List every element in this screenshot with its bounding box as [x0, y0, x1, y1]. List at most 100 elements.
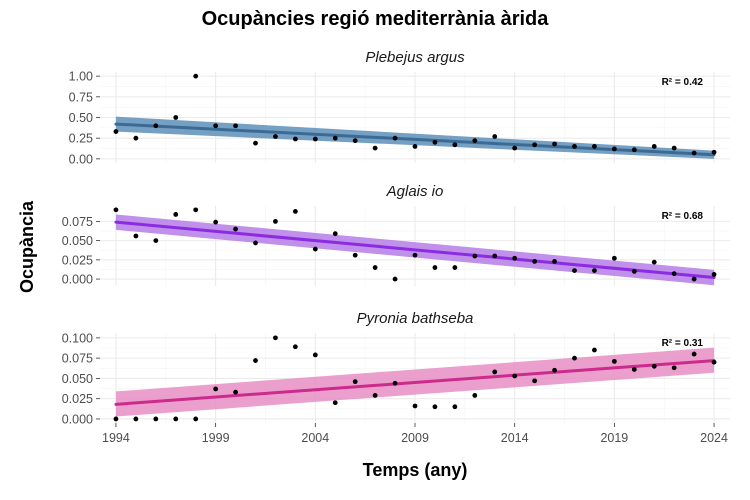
data-point [711, 149, 717, 155]
data-point [651, 363, 657, 369]
y-tick-label: 0.00 [69, 152, 93, 166]
data-point [512, 373, 518, 379]
data-point [352, 379, 358, 385]
data-point [452, 142, 458, 148]
data-point [153, 123, 159, 129]
data-point [631, 147, 637, 153]
data-point [432, 139, 438, 145]
y-tick-label: 0.050 [62, 234, 93, 248]
y-tick-label: 0.100 [62, 331, 93, 345]
y-tick-label: 0.50 [69, 111, 93, 125]
data-point [532, 142, 538, 148]
data-point [173, 115, 179, 120]
y-tick-label: 0.025 [62, 253, 93, 267]
y-tick-label: 0.000 [62, 273, 93, 287]
data-point [691, 351, 697, 357]
chart-title: Ocupàncies regió mediterrània àrida [202, 8, 550, 30]
y-tick-label: 0.25 [69, 132, 93, 146]
data-point [651, 259, 657, 265]
facet-panel: Plebejus argus 0.00 0.25 0.50 0.75 1.00 R² = 0… [69, 49, 730, 166]
data-point [572, 355, 577, 361]
data-point [233, 226, 238, 232]
data-point [432, 404, 438, 410]
data-point [512, 145, 518, 151]
data-point [631, 268, 637, 274]
r2-label: R² = 0.42 [662, 77, 704, 88]
data-point [392, 276, 398, 282]
data-point [372, 265, 378, 270]
data-point [651, 144, 657, 149]
x-tick-label: 2024 [700, 431, 728, 445]
y-tick-label: 0.75 [69, 90, 93, 104]
x-tick-label: 2019 [600, 431, 628, 445]
data-point [552, 367, 557, 373]
data-point [352, 138, 358, 144]
data-point [711, 359, 717, 365]
data-point [512, 255, 518, 261]
data-point [352, 252, 358, 258]
data-point [611, 255, 617, 261]
x-tick-label: 1999 [202, 431, 230, 445]
data-point [213, 123, 219, 129]
facet-title: Pyronia bathseba [357, 310, 474, 327]
x-tick-label: 1994 [102, 431, 130, 445]
data-point [213, 219, 219, 225]
data-point [133, 233, 139, 239]
data-point [312, 352, 318, 358]
data-point [332, 231, 338, 237]
data-point [392, 380, 398, 386]
data-point [332, 400, 338, 406]
facet-panel: Aglais io 0.000 0.025 0.050 0.075 R² = 0.68 [62, 183, 730, 287]
data-point [273, 335, 278, 341]
data-point [572, 144, 577, 149]
data-point [273, 218, 278, 224]
data-point [432, 265, 438, 270]
data-point [492, 253, 498, 259]
data-point [372, 145, 378, 151]
data-point [312, 136, 318, 142]
data-point [452, 404, 458, 410]
data-point [153, 416, 159, 422]
trend-line [114, 220, 716, 280]
y-tick-label: 0.000 [62, 412, 93, 426]
data-point [113, 416, 119, 422]
data-point [671, 271, 677, 277]
data-point [611, 358, 617, 364]
data-point [472, 253, 478, 259]
data-point [392, 135, 398, 141]
facet-title: Aglais io [386, 183, 444, 200]
data-point [592, 347, 597, 353]
data-point [253, 140, 258, 146]
y-tick-label: 0.075 [62, 352, 93, 366]
data-point [193, 207, 199, 213]
data-point [372, 393, 378, 398]
data-point [532, 378, 538, 384]
data-point [292, 344, 298, 350]
r2-label: R² = 0.68 [662, 211, 704, 222]
y-tick-label: 0.050 [62, 372, 93, 386]
r2-label: R² = 0.31 [662, 338, 704, 349]
data-point [173, 212, 179, 217]
data-point [472, 138, 478, 144]
data-point [472, 393, 478, 398]
data-point [592, 268, 597, 274]
data-point [592, 144, 597, 149]
data-point [691, 150, 697, 156]
data-point [532, 258, 538, 264]
trend-line [114, 359, 716, 406]
data-point [153, 238, 159, 244]
data-point [133, 135, 139, 141]
data-point [671, 365, 677, 371]
data-point [552, 258, 557, 264]
data-point [233, 389, 238, 395]
data-point [173, 416, 179, 422]
data-point [552, 141, 557, 147]
y-tick-label: 0.075 [62, 215, 93, 229]
data-point [572, 268, 577, 274]
x-tick-label: 2009 [401, 431, 429, 445]
data-point [412, 144, 418, 149]
data-point [292, 208, 298, 214]
data-point [233, 123, 238, 129]
data-point [332, 135, 338, 141]
x-axis-title: Temps (any) [363, 460, 468, 480]
